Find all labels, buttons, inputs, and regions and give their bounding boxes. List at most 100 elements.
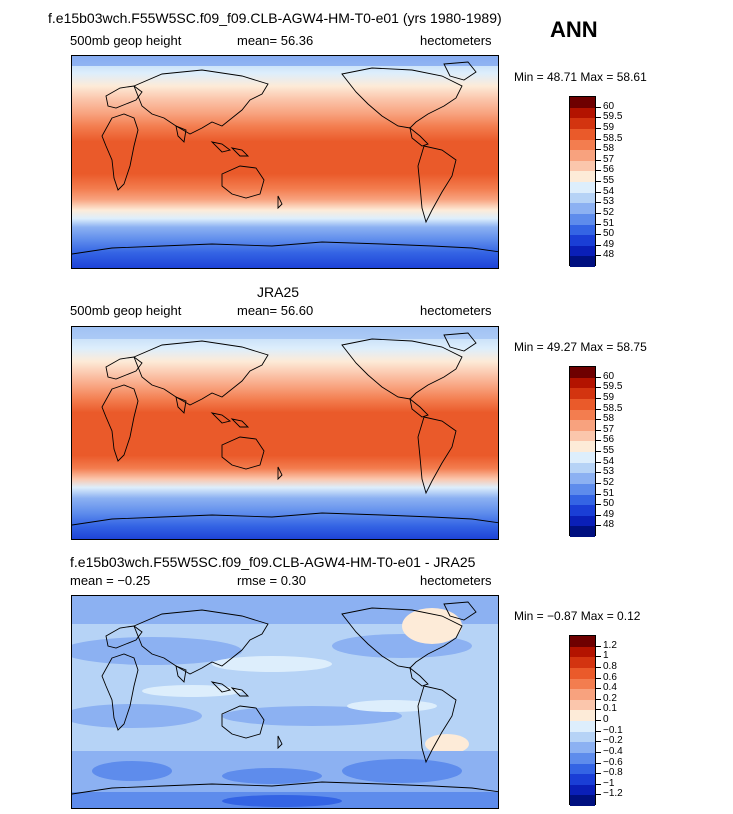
panel2-title: JRA25 <box>257 284 300 300</box>
panel1-variable: 500mb geop height <box>70 33 182 48</box>
colorbar-label: 1 <box>603 650 609 662</box>
colorbar-tick <box>596 138 601 140</box>
coastline <box>105 85 143 109</box>
colorbar-tick <box>596 244 601 246</box>
coastline <box>417 145 457 224</box>
colorbar-label: 58 <box>603 413 615 425</box>
coastline <box>341 67 463 129</box>
colorbar-swatch <box>570 646 595 658</box>
colorbar-swatch <box>570 752 595 764</box>
colorbar-swatch <box>570 452 595 463</box>
coastline <box>101 113 139 191</box>
colorbar-tick <box>596 482 601 484</box>
colorbar-swatch <box>570 483 595 495</box>
colorbar-tick <box>596 117 601 119</box>
colorbar-tick <box>596 720 601 721</box>
colorbar-swatch <box>570 224 595 236</box>
panel3-units: hectometers <box>420 573 492 588</box>
coastline <box>101 653 139 731</box>
colorbar-label: 53 <box>603 466 615 478</box>
colorbar-tick <box>596 419 601 421</box>
colorbar-swatch <box>570 171 595 182</box>
colorbar-label: 55 <box>603 175 615 186</box>
colorbar-tick <box>596 376 601 378</box>
colorbar-swatch <box>570 742 595 753</box>
coastline <box>210 681 232 693</box>
coastline <box>210 141 232 153</box>
colorbar-label: 0.8 <box>603 660 617 672</box>
colorbar-tick <box>596 741 601 743</box>
colorbar-tick <box>596 440 601 442</box>
colorbar-tick <box>596 762 601 764</box>
colorbar-swatch <box>570 667 595 679</box>
colorbar-tick <box>596 191 601 193</box>
colorbar-tick <box>596 773 601 775</box>
colorbar-swatch <box>570 699 595 711</box>
colorbar-swatch <box>570 689 595 700</box>
colorbar-label: 59.5 <box>603 111 623 123</box>
colorbar-tick <box>596 730 601 732</box>
colorbar-tick <box>596 525 601 527</box>
coastline <box>230 687 250 697</box>
colorbar-swatch <box>570 398 595 410</box>
coastline <box>417 685 457 764</box>
map-panel-model <box>71 55 499 269</box>
colorbar-swatch <box>570 203 595 214</box>
page-title: f.e15b03wch.F55W5SC.f09_f09.CLB-AGW4-HM-… <box>48 10 502 26</box>
colorbar-swatch <box>570 213 595 225</box>
colorbar-label: 52 <box>603 206 615 218</box>
panel2-variable: 500mb geop height <box>70 303 182 318</box>
colorbar-tick <box>596 656 601 658</box>
colorbar-tick <box>596 202 601 204</box>
coastline <box>341 607 463 669</box>
panel1-units: hectometers <box>420 33 492 48</box>
colorbar-swatch <box>570 473 595 484</box>
coastline <box>72 781 498 795</box>
coastline <box>133 609 269 675</box>
colorbar-tick <box>596 783 601 785</box>
colorbar-tick <box>596 493 601 495</box>
coastline <box>175 665 187 683</box>
coastline <box>105 625 143 649</box>
panel3-rmse: rmse = 0.30 <box>237 573 307 588</box>
colorbar-swatch <box>570 430 595 442</box>
colorbar-swatch <box>570 678 595 690</box>
colorbar-swatch <box>570 118 595 129</box>
colorbar-label: 0.6 <box>603 671 617 683</box>
coastline <box>230 147 250 157</box>
colorbar-swatch <box>570 409 595 421</box>
colorbar-label: 58.5 <box>603 132 623 144</box>
colorbar-swatch <box>570 441 595 452</box>
colorbar-label: 54 <box>603 455 615 467</box>
colorbar-tick <box>596 514 601 516</box>
coastline <box>101 384 139 462</box>
panel2-units: hectometers <box>420 303 492 318</box>
coastline <box>210 412 232 424</box>
colorbar-label: 50 <box>603 228 615 240</box>
colorbar-label: 0.1 <box>603 703 617 715</box>
colorbar-swatch <box>570 795 595 806</box>
colorbar-label: 0.4 <box>603 682 617 694</box>
colorbar-label: −0.8 <box>603 767 623 779</box>
colorbar-label: 53 <box>603 196 615 208</box>
colorbar-tick <box>596 472 601 474</box>
colorbar-tick <box>596 212 601 214</box>
colorbar-tick <box>596 255 601 257</box>
colorbar-tick <box>596 666 601 668</box>
colorbar-tick <box>596 181 601 182</box>
colorbar-label: 1.2 <box>603 639 617 651</box>
colorbar-label: 48 <box>603 519 615 531</box>
season-label: ANN <box>550 17 598 42</box>
colorbar-label: 55 <box>603 445 615 456</box>
colorbar-tick <box>596 159 601 161</box>
colorbar-label: 57 <box>603 423 615 435</box>
colorbar-tick <box>596 688 601 690</box>
colorbar-label: 57 <box>603 153 615 165</box>
colorbar-tick <box>596 429 601 431</box>
colorbar-swatch <box>570 367 595 378</box>
colorbar-swatch <box>570 721 595 732</box>
colorbar-swatch <box>570 657 595 668</box>
coastline <box>443 332 477 352</box>
panel1-mean: mean= 56.36 <box>237 33 314 48</box>
colorbar-swatch <box>570 139 595 151</box>
